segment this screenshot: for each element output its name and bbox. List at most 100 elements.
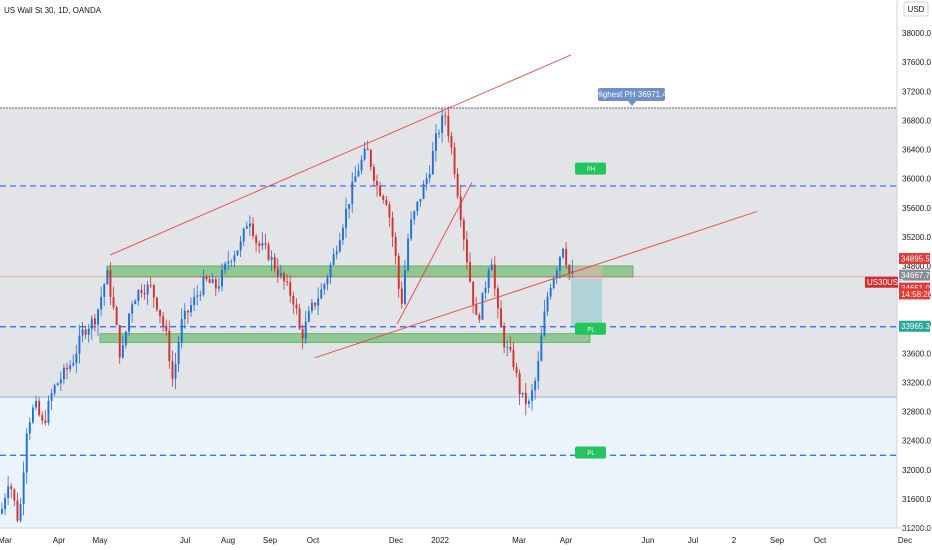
candle-body bbox=[466, 239, 468, 263]
candle-body bbox=[332, 254, 335, 265]
time-tick-label: Jul bbox=[688, 536, 698, 545]
candle-body bbox=[264, 243, 267, 245]
candle bbox=[66, 362, 68, 380]
candle bbox=[159, 309, 161, 324]
candle-body bbox=[128, 313, 130, 332]
candle-body bbox=[214, 279, 217, 289]
candle bbox=[515, 363, 518, 378]
price-tag-bg bbox=[899, 288, 930, 300]
candle bbox=[379, 181, 382, 197]
candle bbox=[419, 198, 422, 208]
candle-body bbox=[320, 289, 323, 299]
time-tick-label: Mar bbox=[0, 536, 12, 545]
candle bbox=[81, 321, 84, 343]
candle bbox=[165, 319, 168, 336]
candle-body bbox=[199, 294, 202, 296]
trendline-layer[interactable] bbox=[109, 54, 758, 359]
candle-body bbox=[183, 310, 186, 320]
candle-body bbox=[481, 292, 484, 320]
trendline-0[interactable] bbox=[109, 54, 572, 256]
candle bbox=[7, 475, 10, 506]
candle bbox=[50, 388, 53, 410]
candle-body bbox=[140, 289, 143, 293]
candle-body bbox=[230, 261, 233, 263]
candle bbox=[106, 267, 109, 285]
candle-body bbox=[59, 379, 62, 384]
candle bbox=[493, 256, 496, 297]
trendline-2[interactable] bbox=[396, 182, 473, 325]
candle-body bbox=[258, 243, 261, 246]
candle-body bbox=[177, 342, 180, 365]
candle-body bbox=[87, 328, 90, 335]
candle bbox=[351, 172, 354, 213]
candle-body bbox=[562, 248, 564, 258]
candle-body bbox=[453, 147, 456, 174]
candle bbox=[196, 285, 199, 306]
candle bbox=[283, 271, 285, 290]
candle-body bbox=[335, 251, 338, 255]
candle bbox=[332, 248, 335, 266]
candle bbox=[255, 233, 258, 252]
highest-ph-label: Highest PH 36971.4 bbox=[595, 87, 667, 106]
candle-body bbox=[100, 296, 103, 310]
time-tick-label: Aug bbox=[221, 536, 235, 545]
candle-body bbox=[379, 185, 382, 196]
candle-body bbox=[447, 115, 450, 137]
candle-body bbox=[497, 288, 499, 309]
candle-body bbox=[521, 392, 524, 395]
candle-body bbox=[41, 415, 44, 421]
candle-body bbox=[97, 309, 99, 325]
candle-body bbox=[407, 238, 409, 271]
candle-body bbox=[109, 270, 112, 297]
candle-body bbox=[283, 273, 285, 282]
candle-body bbox=[509, 346, 512, 350]
candle bbox=[345, 197, 347, 238]
currency-badge: USD bbox=[903, 1, 929, 17]
candle-body bbox=[524, 392, 527, 404]
price-tag-1: 34667.7 bbox=[899, 269, 930, 281]
price-axis[interactable]: 31200.031600.032000.032400.032800.033200… bbox=[865, 0, 932, 550]
time-tick-label: Mar bbox=[512, 536, 526, 545]
candle-body bbox=[239, 241, 242, 251]
candle bbox=[118, 324, 121, 364]
candle bbox=[478, 312, 481, 324]
candle bbox=[559, 255, 561, 279]
pivot-marker-text: PL bbox=[587, 327, 595, 333]
candle-body bbox=[431, 151, 434, 175]
candle-body bbox=[35, 400, 37, 408]
pivot-marker-1: PL bbox=[575, 322, 606, 335]
candle bbox=[391, 211, 394, 248]
candle-body bbox=[44, 420, 47, 423]
candle bbox=[348, 204, 351, 219]
pivot-marker-text: PL bbox=[587, 451, 595, 457]
candle-body bbox=[301, 328, 304, 339]
candle bbox=[404, 260, 406, 306]
candle bbox=[484, 281, 487, 300]
candle-body bbox=[512, 349, 515, 368]
price-tick-label: 35600.0 bbox=[902, 204, 931, 213]
candle-body bbox=[69, 365, 72, 370]
price-tick-label: 38000.0 bbox=[902, 29, 931, 38]
candle bbox=[47, 395, 50, 426]
price-tick-label: 37200.0 bbox=[902, 87, 931, 96]
candle-body bbox=[428, 174, 431, 179]
candle bbox=[137, 288, 140, 306]
price-tag-bg bbox=[899, 282, 930, 294]
support-zone-0 bbox=[106, 265, 634, 278]
time-axis[interactable]: Mar Apr May Jul Aug Sep Oct Dec 2022 Mar Apr Jun Jul… bbox=[0, 527, 932, 545]
trendline-1[interactable] bbox=[314, 210, 758, 359]
candle bbox=[555, 267, 558, 284]
candle bbox=[261, 231, 264, 251]
price-tick-label: 33600.0 bbox=[902, 349, 931, 358]
candle-body bbox=[357, 170, 360, 177]
candle-body bbox=[211, 279, 214, 284]
candle bbox=[187, 309, 189, 324]
price-tick-label: 31600.0 bbox=[902, 495, 931, 504]
candle-body bbox=[63, 367, 65, 380]
candle bbox=[292, 291, 295, 315]
candle bbox=[447, 106, 450, 143]
candle-body bbox=[317, 298, 320, 306]
candle-body bbox=[469, 262, 471, 282]
